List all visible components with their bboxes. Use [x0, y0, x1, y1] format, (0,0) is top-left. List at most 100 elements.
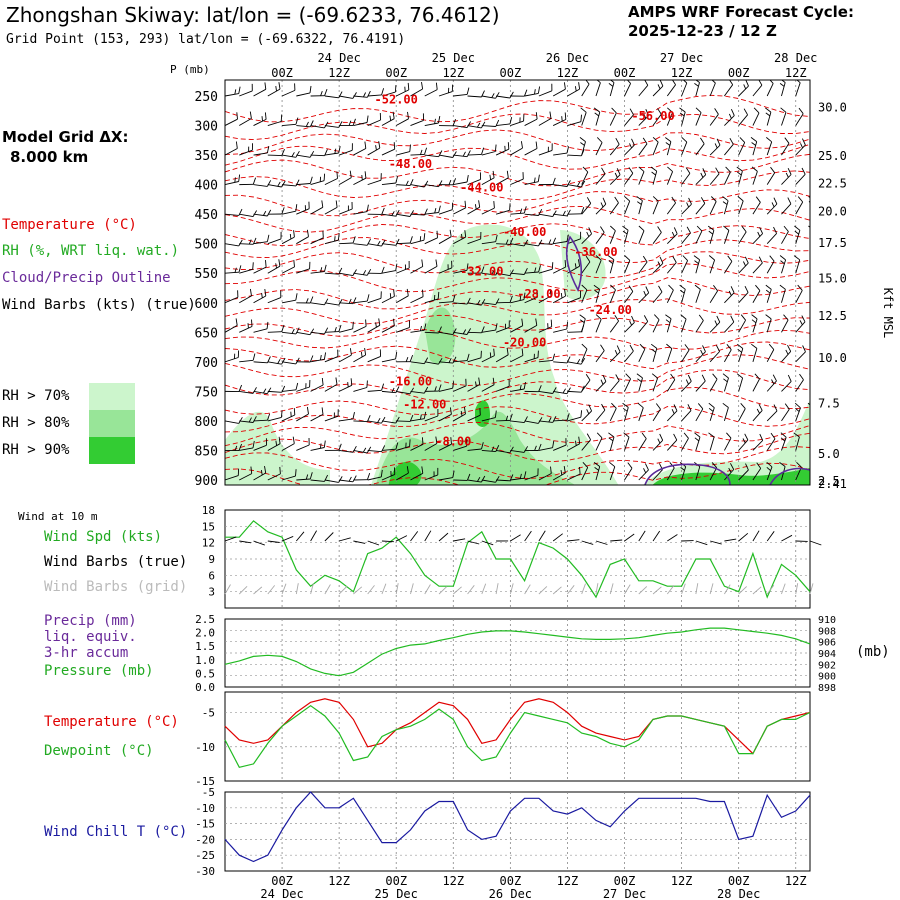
wind-barb-flag	[552, 387, 557, 394]
top-date-label: 25 Dec	[432, 51, 475, 65]
wind-barb-flag	[337, 233, 340, 241]
wind-barb-flag	[600, 379, 604, 385]
wind-barb	[225, 357, 239, 363]
wind-barb	[638, 230, 645, 244]
wind-barb-flag	[338, 146, 341, 154]
wind-barb-flag	[552, 210, 557, 217]
wind-barb-flag	[680, 467, 685, 471]
pressure-unit: (mb)	[856, 644, 890, 660]
wind-barb	[595, 319, 602, 333]
wind-barb-flag	[651, 171, 656, 176]
wind-barb-flag	[549, 288, 552, 296]
wind-barb	[410, 390, 425, 394]
wind-barb	[738, 231, 747, 244]
y-tick-label: -5	[202, 786, 215, 799]
wind-barb-flag	[665, 137, 672, 142]
wind-barb	[552, 88, 566, 97]
wind-barb-flag	[643, 290, 647, 296]
wind-barb	[581, 379, 591, 392]
wind-barb-flag	[659, 80, 664, 87]
wind-barb	[624, 407, 629, 422]
wind-barb-flag	[249, 111, 252, 119]
wind-barb-flag	[264, 82, 267, 90]
wind-barb-flag	[366, 115, 369, 123]
bottom-date-label: 28 Dec	[717, 887, 760, 900]
wind-barb-flag	[716, 315, 721, 323]
wind-barb-flag	[494, 410, 497, 418]
isotherm-line	[225, 237, 810, 264]
wind-barb-flag	[683, 432, 689, 439]
top-hour-label: 00Z	[385, 66, 407, 80]
wind-barb-flag	[644, 463, 649, 471]
wind-barb-flag	[323, 440, 326, 448]
wind-barb	[410, 361, 425, 365]
wind-barb-flag	[796, 461, 802, 468]
wind-barb-flag	[461, 234, 463, 240]
wind-barb	[267, 121, 282, 126]
wind-barb-true	[724, 538, 737, 542]
wind-barb	[367, 476, 382, 481]
wind-barb	[453, 413, 466, 422]
wind-barb-flag	[807, 402, 810, 406]
height-tick-label: 25.0	[818, 149, 847, 163]
wind-barb	[595, 466, 601, 481]
wind-barb	[510, 325, 523, 333]
wind-barb	[296, 92, 311, 97]
y-tick-label: 6	[208, 569, 215, 582]
wind-barb	[324, 356, 339, 363]
wind-barb-flag	[281, 207, 285, 215]
wind-barb-flag	[234, 445, 238, 451]
wind-barb-flag	[714, 320, 718, 326]
wind-barb	[338, 354, 352, 363]
wind-barb	[724, 321, 735, 333]
wind-barb	[581, 233, 592, 245]
wind-barb	[609, 230, 616, 244]
wind-barb-flag	[769, 255, 775, 262]
wind-barb-flag	[309, 355, 314, 363]
pressure-line	[224, 627, 811, 677]
wind-barb	[781, 409, 790, 422]
wind-barb	[666, 141, 672, 156]
wind-barb	[282, 389, 297, 392]
wind-barb-flag	[576, 181, 581, 187]
wind-barb	[467, 414, 481, 422]
wind-barb-flag	[665, 314, 672, 320]
wind-barb	[339, 479, 354, 483]
wind-barb-flag	[523, 206, 527, 214]
wind-barb-flag	[815, 114, 817, 119]
wind-panel-title: Wind at 10 m	[18, 510, 98, 523]
wind-barb	[752, 440, 764, 451]
wind-barb	[552, 266, 566, 274]
bottom-date-label: 26 Dec	[489, 887, 532, 900]
wind-barb	[795, 113, 804, 126]
wind-barb	[652, 170, 658, 185]
wind-barb-true	[438, 532, 449, 542]
wind-barb	[766, 233, 777, 244]
wind-barb-flag	[305, 121, 309, 127]
legend-liq-equiv: liq. equiv.	[44, 629, 137, 645]
height-tick-label: 15.0	[818, 271, 847, 285]
wind-barb	[781, 203, 792, 215]
wind-barb	[353, 148, 367, 156]
wind-barb	[652, 262, 664, 274]
wind-barb-flag	[489, 174, 492, 180]
precip-tick-label: 0.5	[195, 667, 215, 680]
wind-barb-grid	[524, 584, 531, 595]
wind-barb	[795, 321, 806, 333]
wind-barb-flag	[657, 226, 662, 233]
wind-barb	[795, 467, 802, 481]
wind-barb	[496, 272, 510, 277]
wind-barb-flag	[594, 289, 599, 294]
wind-barb-flag	[780, 107, 787, 113]
bottom-date-label: 25 Dec	[375, 887, 418, 900]
wind-barb-flag	[275, 440, 278, 446]
wind-barb	[282, 184, 297, 187]
wind-barb	[381, 358, 396, 363]
wind-barb	[324, 125, 339, 128]
wind-barb-flag	[780, 432, 787, 438]
wind-barb	[766, 466, 773, 481]
wind-barb-flag	[293, 259, 295, 267]
wind-barb-flag	[334, 236, 336, 242]
wind-barb	[666, 171, 674, 185]
wind-barb-grid	[353, 586, 363, 595]
